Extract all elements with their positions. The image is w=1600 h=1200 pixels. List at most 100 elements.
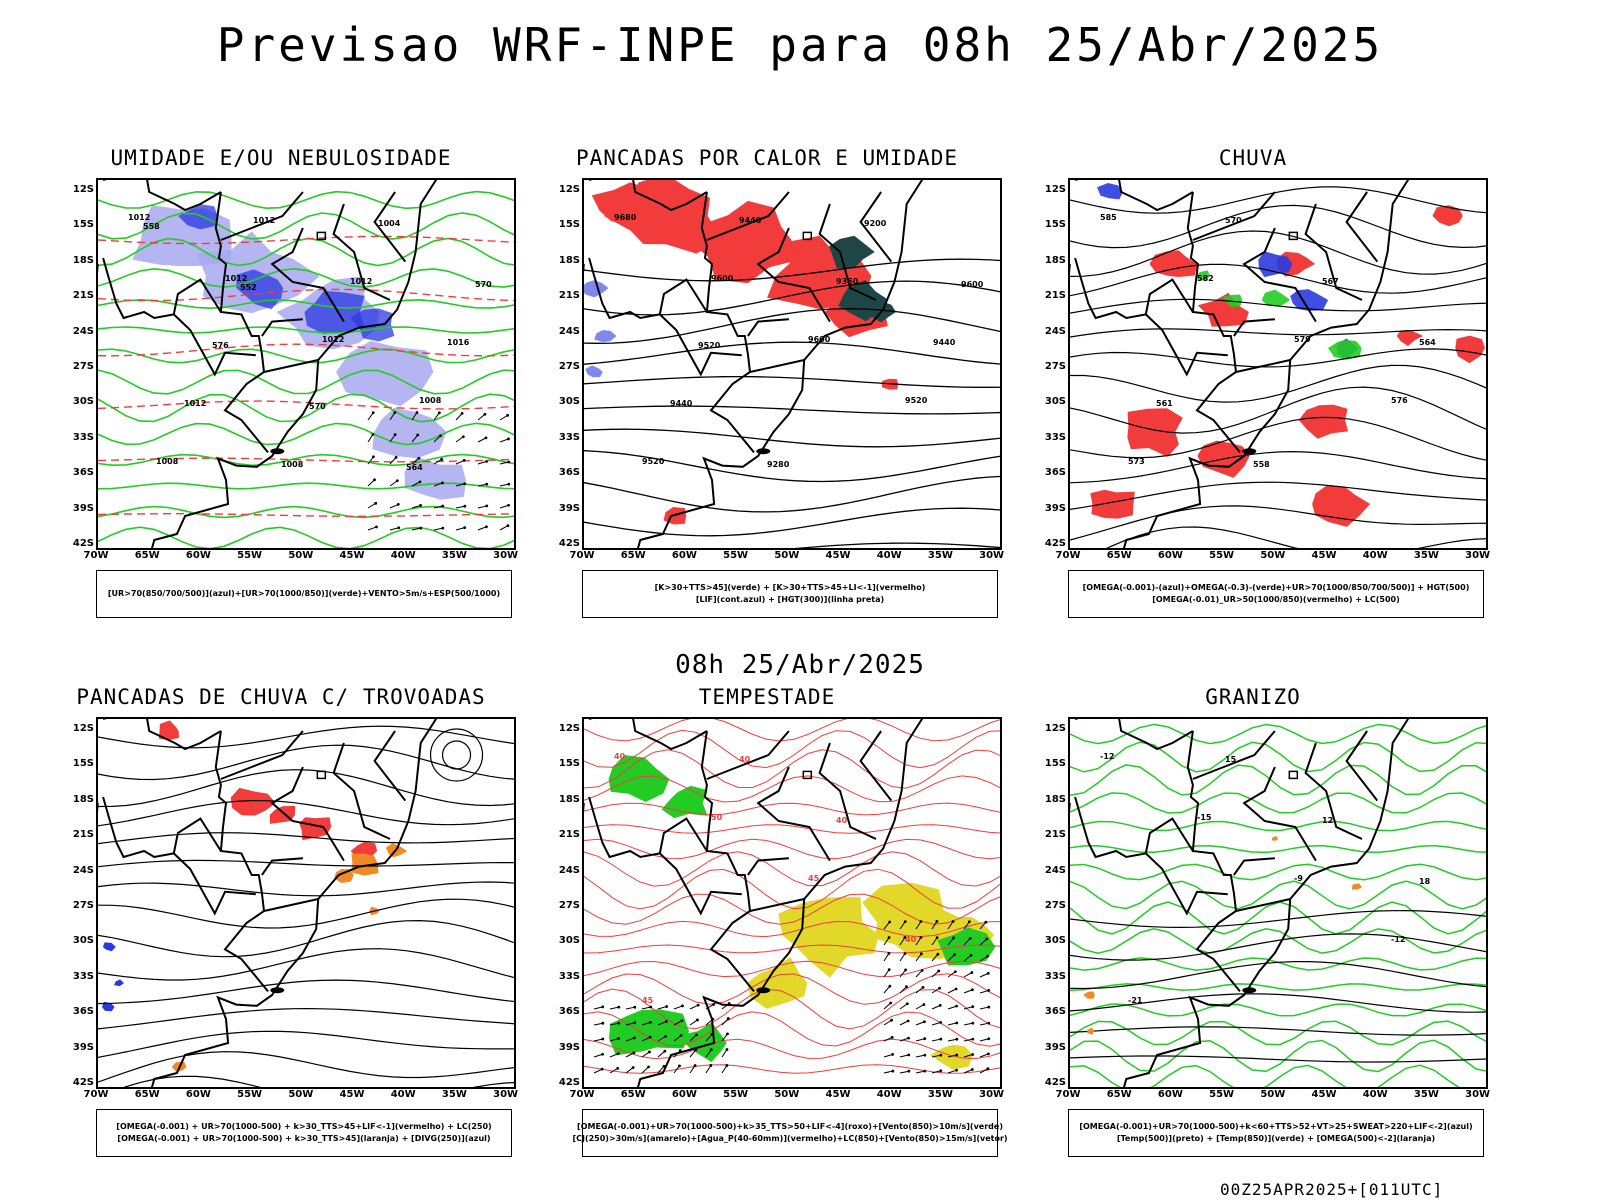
- wind850-vector: [883, 1036, 893, 1042]
- latitude-label: 39S: [558, 502, 580, 514]
- lc250-streamline: [98, 832, 514, 845]
- wind-vector: [499, 504, 509, 509]
- wind850-vector: [931, 987, 940, 994]
- low-level-humidity-contour: [98, 298, 514, 310]
- political-border: [1345, 730, 1379, 802]
- cyclone-center: [441, 740, 472, 770]
- humidity-midlevel-area: [404, 457, 466, 500]
- lagoon: [756, 987, 771, 994]
- political-border: [1304, 742, 1363, 840]
- contour-label: 9520: [698, 341, 721, 350]
- wind-vector: [367, 526, 377, 531]
- contour-label: 40: [614, 752, 626, 761]
- federal-district: [802, 770, 813, 780]
- wind-vector: [411, 434, 419, 443]
- wind850-vector-head: [617, 1037, 621, 1040]
- omega-strong-area: [1196, 270, 1210, 281]
- wind850-vector-head: [953, 970, 957, 974]
- wind850-vector: [947, 1054, 957, 1058]
- wind850-vector: [915, 1070, 925, 1074]
- wind850-vector: [705, 1049, 712, 1058]
- wind850-vector-head: [919, 920, 923, 923]
- latitude-label: 24S: [1044, 325, 1066, 337]
- political-border: [588, 257, 660, 320]
- wind850-vector: [931, 970, 940, 978]
- field-layer: 9680 9600 9600 9520 9520 9440 9360 9440 9440 9280…: [584, 180, 1000, 548]
- wind850-vector-head: [955, 1004, 958, 1008]
- contour-label: 558: [1253, 460, 1270, 469]
- latitude-label: 42S: [558, 538, 580, 549]
- rain-low-level-area: [1149, 250, 1198, 277]
- lc250-streamline: [98, 744, 514, 781]
- panel-legend: [OMEGA(-0.001)-(azul)+OMEGA(-0.3)-(verde…: [1068, 570, 1484, 618]
- latitude-label: 36S: [1044, 467, 1066, 479]
- longitude-label: 45W: [1311, 550, 1337, 561]
- wind850-vector-head: [938, 1003, 942, 1007]
- lc250-streamline: [98, 769, 514, 808]
- wind850-vector-head: [935, 920, 939, 923]
- wind850-vector: [721, 1049, 728, 1058]
- map-canvas: 9680 9600 9600 9520 9520 9440 9360 9440 9440 9280…: [584, 180, 1000, 548]
- contour-label: 1004: [378, 219, 401, 228]
- wind850-vector: [899, 937, 906, 946]
- wind850-vector-head: [939, 1021, 943, 1024]
- political-border: [818, 203, 877, 301]
- map-frame: 1012 1012 1012 1008 1008 1012 1012 1016 1012 1008…: [96, 178, 516, 550]
- rain-low-level-area: [1432, 205, 1463, 227]
- political-border: [589, 180, 708, 212]
- latitude-axis: 12S 15S 18S 21S 24S 27S 30S 33S 36S 39S 42S: [46, 717, 94, 1089]
- latitude-axis: 12S 15S 18S 21S 24S 27S 30S 33S 36S 39S 42S: [1018, 178, 1066, 550]
- wind-vector-head: [419, 526, 423, 530]
- lagoon: [1242, 448, 1257, 455]
- panel-legend: [OMEGA(-0.001) + UR>70(1000-500) + k>30_…: [96, 1109, 512, 1157]
- temp850-contour: [1070, 880, 1486, 910]
- wind850-vector-head: [712, 1002, 716, 1006]
- map-canvas: 1012 1012 1012 1008 1008 1012 1012 1016 1012 1008…: [98, 180, 514, 548]
- political-border: [756, 766, 831, 862]
- map-borders: [584, 180, 924, 548]
- wind850-vector-head: [903, 952, 907, 955]
- hgt300-contour: [584, 405, 1000, 415]
- wind850-vector-head: [665, 1005, 669, 1008]
- lagoon: [270, 448, 285, 455]
- lc250-streamline: [98, 1030, 514, 1058]
- map-borders: [1070, 180, 1410, 548]
- wind-vector: [455, 413, 463, 421]
- map-frame: 40 50 45 40 45 40 40: [582, 717, 1002, 1089]
- low-level-humidity-contour: [98, 267, 514, 289]
- wind850-vector-head: [904, 968, 907, 972]
- humidity-midlevel-area: [372, 407, 447, 459]
- wind-vector: [433, 435, 441, 443]
- wind850-vector-head: [888, 984, 892, 988]
- latitude-label: 27S: [1044, 361, 1066, 372]
- panel-legend: [K>30+TTS>45](verde) + [K>30+TTS>45+LI<-…: [582, 570, 998, 618]
- panel-pancadas-calor: PANCADAS POR CALOR E UMIDADE 12S 15S 18S 21S…: [532, 146, 1004, 618]
- political-border: [1074, 257, 1146, 320]
- latitude-label: 30S: [558, 935, 580, 947]
- longitude-label: 35W: [927, 550, 953, 561]
- hgt500-streamline: [1105, 526, 1486, 548]
- map-frame: -12 -15 -9 -12 -21 15 12 18: [1068, 717, 1488, 1089]
- latitude-label: 39S: [72, 502, 94, 514]
- panel-tempestade: TEMPESTADE 12S 15S 18S 21S 24S 27S 30S 33S 36S 39S…: [532, 685, 1008, 1157]
- wind850-vector-head: [970, 971, 974, 974]
- wind850-vector: [899, 1037, 909, 1042]
- panel-legend: [OMEGA(-0.001)+UR>70(1000-500)+k<60+TTS>…: [1068, 1109, 1484, 1157]
- hgt300-contour: [793, 542, 1000, 548]
- political-border: [859, 191, 893, 263]
- contour-label: 9440: [670, 399, 693, 408]
- wind850-vector-head: [632, 1051, 636, 1055]
- wind850-vector-head: [919, 936, 923, 939]
- lif-contour-area: [594, 330, 617, 342]
- wind-vector-head: [506, 413, 510, 417]
- wind850-vector-head: [907, 1053, 911, 1057]
- wind850-vector: [641, 1051, 650, 1058]
- wind850-vector-head: [887, 936, 891, 939]
- political-border: [270, 766, 345, 862]
- wind850-vector: [899, 1020, 909, 1026]
- wind850-vector-head: [725, 1064, 729, 1067]
- wind850-vector-head: [923, 1053, 927, 1057]
- wind850-vector: [979, 1053, 989, 1058]
- longitude-label: 50W: [1260, 550, 1286, 561]
- latitude-label: 39S: [1044, 502, 1066, 514]
